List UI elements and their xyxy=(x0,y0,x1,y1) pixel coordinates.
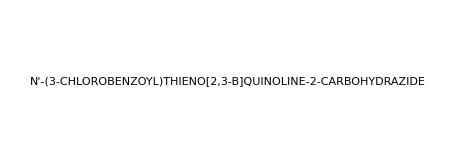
Text: N'-(3-CHLOROBENZOYL)THIENO[2,3-B]QUINOLINE-2-CARBOHYDRAZIDE: N'-(3-CHLOROBENZOYL)THIENO[2,3-B]QUINOLI… xyxy=(30,76,425,86)
